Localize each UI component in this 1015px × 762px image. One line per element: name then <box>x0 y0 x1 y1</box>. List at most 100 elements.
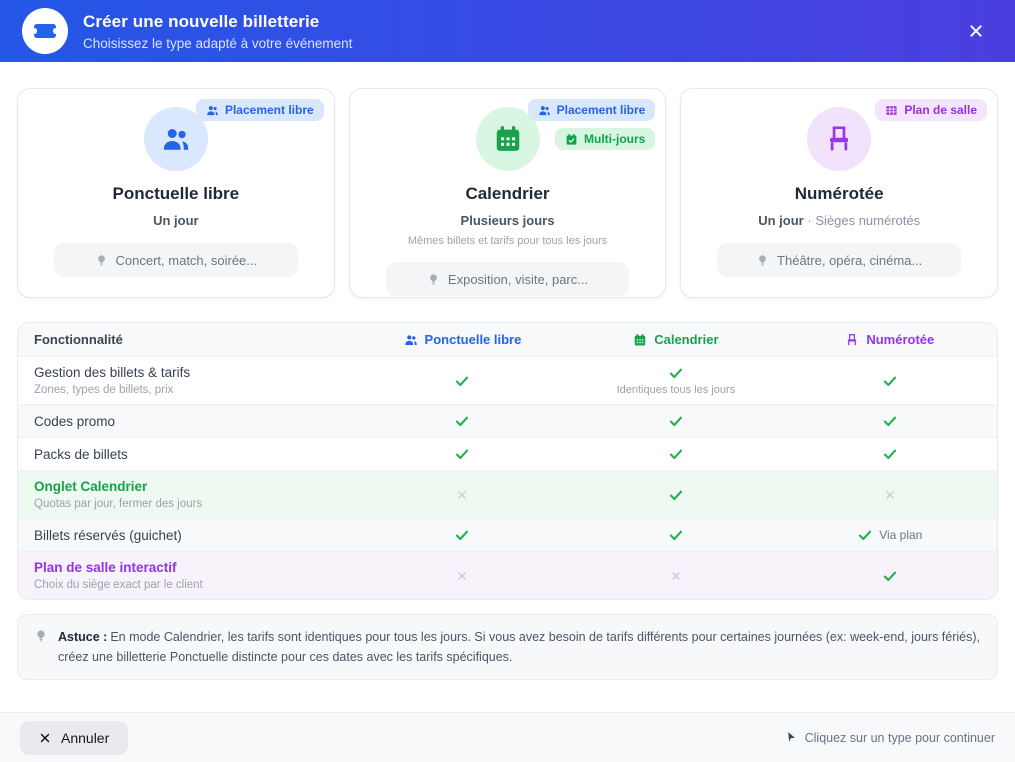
check-icon <box>882 568 898 584</box>
badge-placement-libre: Placement libre <box>527 99 656 121</box>
ticket-icon <box>22 8 68 54</box>
tip-text: Astuce : En mode Calendrier, les tarifs s… <box>58 630 980 664</box>
chair-icon <box>807 107 872 171</box>
cell-calendrier <box>569 413 782 429</box>
table-row-plan-de-salle: Plan de salle interactif Choix du siège … <box>18 551 997 599</box>
badge-plan-de-salle: Plan de salle <box>875 99 988 121</box>
cursor-icon <box>785 731 798 744</box>
users-icon <box>404 333 418 347</box>
table-row: Codes promo <box>18 404 997 437</box>
check-icon <box>454 413 470 429</box>
table-row-onglet-calendrier: Onglet Calendrier Quotas par jour, ferme… <box>18 470 997 518</box>
column-ponctuelle-libre: Ponctuelle libre <box>356 332 569 347</box>
table-row: Billets réservés (guichet) Via plan <box>18 518 997 551</box>
table-row: Packs de billets <box>18 437 997 470</box>
modal-footer: Annuler Cliquez sur un type pour continu… <box>0 712 1015 762</box>
card-title: Numérotée <box>794 184 884 203</box>
feature-sub: Zones, types de billets, prix <box>34 384 174 396</box>
chair-icon <box>845 333 859 347</box>
calendar-check-icon <box>565 133 578 146</box>
cell-ponctuelle <box>356 570 569 582</box>
column-calendrier: Calendrier <box>569 332 782 347</box>
lightbulb-icon <box>427 273 440 286</box>
cell-ponctuelle <box>356 373 569 389</box>
table-header: Fonctionnalité Ponctuelle libre Calendri… <box>18 323 997 357</box>
cell-calendrier <box>569 446 782 462</box>
cell-numerotee <box>783 413 997 429</box>
cell-calendrier <box>569 487 782 503</box>
modal-header: Créer une nouvelle billetterie Choisisse… <box>0 0 1015 62</box>
check-icon <box>454 446 470 462</box>
feature-name: Gestion des billets & tarifs <box>34 365 191 380</box>
cell-note: Identiques tous les jours <box>616 384 736 396</box>
x-icon <box>39 732 51 744</box>
badge-placement-libre: Placement libre <box>195 99 324 121</box>
feature-sub: Quotas par jour, fermer des jours <box>34 498 203 510</box>
check-icon <box>668 487 684 503</box>
tip-box: Astuce : En mode Calendrier, les tarifs s… <box>17 614 998 680</box>
grid-icon <box>885 104 898 117</box>
feature-name: Plan de salle interactif <box>34 560 177 575</box>
feature-name: Onglet Calendrier <box>34 479 148 494</box>
card-description: Mêmes billets et tarifs pour tous les jo… <box>407 235 608 247</box>
table-row: Gestion des billets & tarifs Zones, type… <box>18 357 997 404</box>
type-cards: Placement libre Ponctuelle libre Un jour… <box>17 88 999 298</box>
card-example: Exposition, visite, parc... <box>385 262 630 296</box>
check-icon <box>882 413 898 429</box>
card-title: Ponctuelle libre <box>112 184 240 203</box>
feature-sub: Choix du siège exact par le client <box>34 579 203 591</box>
card-subtitle: Un jour <box>153 213 199 228</box>
check-icon <box>454 527 470 543</box>
users-icon <box>206 104 219 117</box>
cell-ponctuelle <box>356 527 569 543</box>
cancel-button[interactable]: Annuler <box>20 720 129 755</box>
close-button[interactable] <box>959 14 993 48</box>
modal-body: Placement libre Ponctuelle libre Un jour… <box>0 62 1015 680</box>
cell-ponctuelle <box>356 489 569 501</box>
calendar-icon <box>633 333 647 347</box>
card-numerotee[interactable]: Plan de salle Numérotée Un jour · Sièges… <box>680 88 999 298</box>
check-icon <box>454 373 470 389</box>
column-feature: Fonctionnalité <box>34 332 123 347</box>
users-icon <box>538 104 551 117</box>
cross-icon <box>456 570 468 582</box>
feature-name: Codes promo <box>34 413 116 429</box>
check-icon <box>668 446 684 462</box>
modal-title: Créer une nouvelle billetterie <box>83 11 320 31</box>
badge-multi-jours: Multi-jours <box>555 128 656 150</box>
check-icon <box>882 446 898 462</box>
cell-numerotee <box>783 373 997 389</box>
cell-calendrier <box>569 570 782 582</box>
cell-numerotee <box>783 446 997 462</box>
cell-calendrier: Identiques tous les jours <box>569 365 782 396</box>
cell-ponctuelle <box>356 446 569 462</box>
column-numerotee: Numérotée <box>783 332 997 347</box>
feature-name: Billets réservés (guichet) <box>34 527 182 543</box>
cross-icon <box>670 570 682 582</box>
check-icon <box>668 413 684 429</box>
lightbulb-icon <box>95 254 108 267</box>
card-title: Calendrier <box>465 184 550 203</box>
check-icon <box>857 527 873 543</box>
cross-icon <box>456 489 468 501</box>
cell-note: Via plan <box>879 528 923 542</box>
cross-icon <box>884 489 896 501</box>
cell-numerotee <box>783 568 997 584</box>
modal-subtitle: Choisissez le type adapté à votre événem… <box>83 35 353 51</box>
card-calendrier[interactable]: Placement libre Multi-jours Calendrier P… <box>348 88 667 298</box>
card-ponctuelle-libre[interactable]: Placement libre Ponctuelle libre Un jour… <box>17 88 335 298</box>
cell-calendrier <box>569 527 782 543</box>
card-subtitle: Plusieurs jours <box>460 213 555 228</box>
cell-numerotee: Via plan <box>783 527 997 543</box>
card-example: Concert, match, soirée... <box>54 243 298 277</box>
close-icon <box>968 23 984 39</box>
comparison-table: Fonctionnalité Ponctuelle libre Calendri… <box>17 322 998 600</box>
lightbulb-icon <box>756 254 769 267</box>
footer-hint: Cliquez sur un type pour continuer <box>785 731 995 745</box>
lightbulb-icon <box>34 629 48 643</box>
card-subtitle: Un jour · Sièges numérotés <box>758 213 921 228</box>
feature-name: Packs de billets <box>34 446 128 462</box>
check-icon <box>882 373 898 389</box>
cell-numerotee <box>783 489 997 501</box>
